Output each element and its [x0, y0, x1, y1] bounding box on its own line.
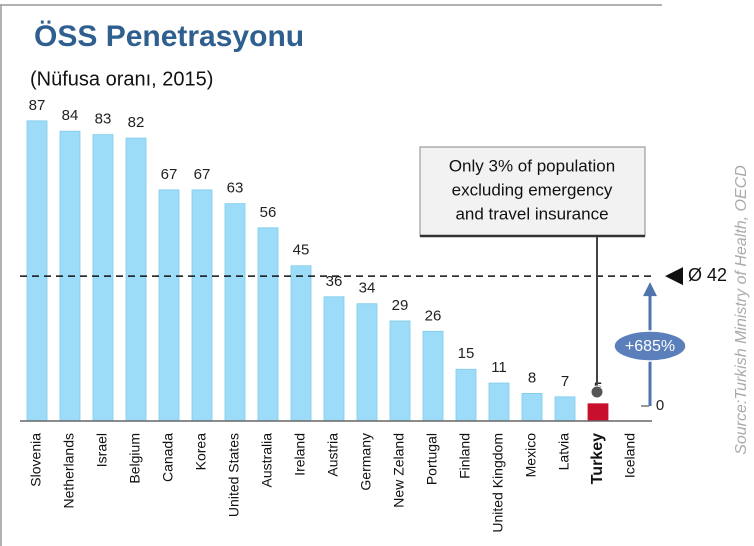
- bar: [488, 382, 510, 422]
- value-label: 82: [128, 114, 145, 131]
- callout-text: Only 3% of population: [449, 156, 615, 175]
- bar: [224, 203, 246, 422]
- value-label: 26: [425, 307, 442, 324]
- x-tick-label: Latvia: [556, 433, 572, 471]
- value-label: 0: [656, 397, 664, 414]
- value-label: 87: [29, 97, 46, 114]
- x-tick-label: Slovenia: [28, 433, 44, 487]
- value-label: 29: [392, 297, 409, 314]
- chart-subtitle: (Nüfusa oranı, 2015): [30, 68, 213, 90]
- bar: [92, 134, 114, 422]
- x-tick-label: Australia: [259, 433, 275, 488]
- bar: [191, 189, 213, 422]
- reference-label: Ø 42: [688, 265, 727, 285]
- bar: [455, 368, 477, 422]
- value-label: 11: [491, 359, 507, 376]
- x-tick-label: Austria: [325, 433, 341, 477]
- callout-box: [419, 146, 646, 237]
- value-label: 67: [161, 166, 178, 183]
- x-tick-label: Mexico: [523, 433, 539, 478]
- bar: [554, 396, 576, 422]
- x-tick-label: Germany: [358, 433, 374, 491]
- x-tick-label: Turkey: [589, 433, 606, 484]
- bar: [587, 403, 609, 422]
- value-label: 15: [458, 345, 475, 362]
- bar: [158, 189, 180, 422]
- bar: [26, 120, 48, 422]
- x-tick-label: Ireland: [292, 433, 308, 476]
- x-tick-label: Korea: [193, 433, 209, 471]
- value-label: 63: [227, 180, 244, 197]
- x-tick-label: Finland: [457, 433, 473, 479]
- value-label: 45: [293, 242, 310, 259]
- chart-title: ÖSS Penetrasyonu: [34, 20, 304, 53]
- x-tick-label: United Kingdom: [490, 433, 506, 533]
- x-tick-label: New Zeland: [391, 433, 407, 508]
- value-label: 67: [194, 166, 211, 183]
- callout-text: and travel insurance: [455, 204, 608, 223]
- bar: [323, 296, 345, 422]
- x-tick-label: Iceland: [622, 433, 638, 478]
- value-label: 8: [528, 369, 536, 386]
- value-label: 7: [561, 373, 569, 390]
- value-label: 84: [62, 107, 79, 124]
- value-label: 83: [95, 111, 112, 128]
- x-tick-label: Israel: [94, 433, 110, 467]
- x-tick-label: United States: [226, 433, 242, 517]
- bar: [125, 137, 147, 422]
- value-label: 56: [260, 204, 277, 221]
- badge-label: +685%: [625, 338, 675, 355]
- bar: [356, 303, 378, 422]
- bar: [521, 392, 543, 422]
- x-tick-label: Portugal: [424, 433, 440, 485]
- badge: [613, 330, 687, 362]
- bar: [422, 330, 444, 422]
- x-tick-label: Belgium: [127, 433, 143, 484]
- x-tick-label: Canada: [160, 433, 176, 482]
- value-label: 36: [326, 273, 343, 290]
- callout-text: excluding emergency: [452, 180, 613, 199]
- bar: [257, 227, 279, 422]
- value-label: 34: [359, 280, 376, 297]
- bar: [290, 265, 312, 422]
- callout-dot: [590, 385, 604, 399]
- x-tick-label: Netherlands: [61, 433, 77, 509]
- growth-arrowhead: [643, 282, 657, 297]
- source: Source:Turkish Ministry of Health, OECD: [733, 165, 750, 455]
- reference-marker: [665, 267, 683, 286]
- bar: [389, 320, 411, 422]
